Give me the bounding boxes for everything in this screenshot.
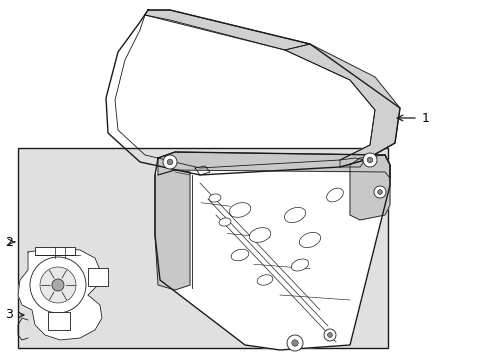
Bar <box>48 312 70 330</box>
Ellipse shape <box>291 259 308 271</box>
Polygon shape <box>158 152 389 178</box>
Ellipse shape <box>299 233 320 248</box>
Circle shape <box>373 186 385 198</box>
Circle shape <box>52 279 64 291</box>
Bar <box>18 148 387 348</box>
Polygon shape <box>155 170 190 290</box>
Circle shape <box>163 155 177 169</box>
Circle shape <box>327 333 332 337</box>
Polygon shape <box>145 10 309 50</box>
Ellipse shape <box>326 188 343 202</box>
Text: 3: 3 <box>5 309 13 321</box>
Circle shape <box>366 157 372 163</box>
Polygon shape <box>155 152 389 350</box>
Circle shape <box>30 257 86 313</box>
Bar <box>88 268 108 286</box>
Text: 2: 2 <box>5 235 13 248</box>
Polygon shape <box>285 44 399 167</box>
Ellipse shape <box>249 228 270 242</box>
Bar <box>35 247 75 255</box>
Circle shape <box>291 340 298 346</box>
Ellipse shape <box>284 207 305 222</box>
Circle shape <box>362 153 376 167</box>
Text: 1: 1 <box>421 112 429 125</box>
Ellipse shape <box>231 249 248 261</box>
Polygon shape <box>349 155 389 220</box>
Circle shape <box>286 335 303 351</box>
Polygon shape <box>18 248 102 340</box>
Ellipse shape <box>209 194 221 202</box>
Circle shape <box>167 159 172 165</box>
Ellipse shape <box>229 203 250 217</box>
Circle shape <box>40 267 76 303</box>
Circle shape <box>324 329 335 341</box>
Ellipse shape <box>257 275 272 285</box>
Circle shape <box>377 190 382 194</box>
Ellipse shape <box>219 218 230 226</box>
